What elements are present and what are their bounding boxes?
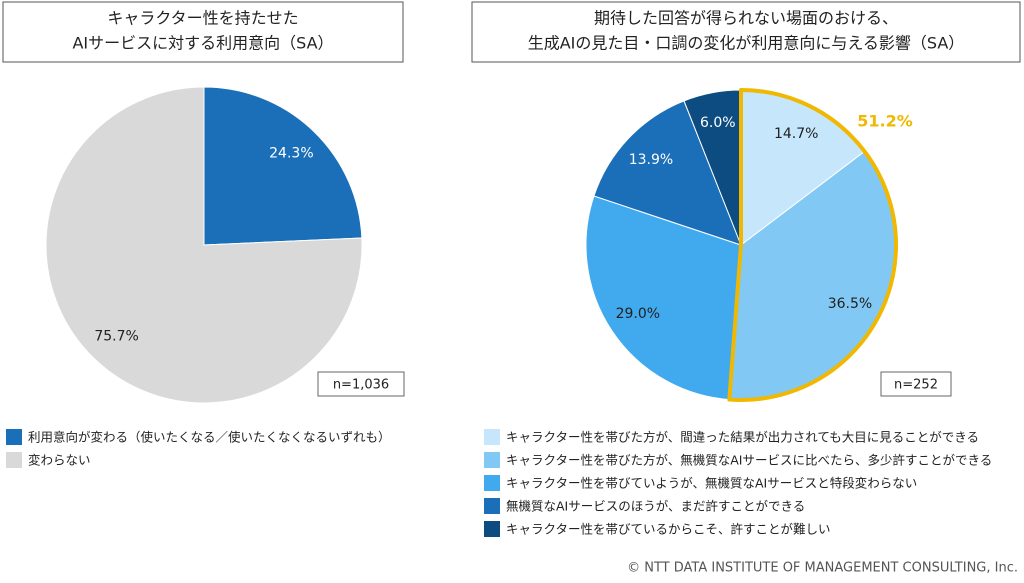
pie-slice — [203, 86, 363, 246]
sample-size: n=252 — [894, 378, 938, 393]
title-box — [471, 1, 1021, 63]
pie-slice — [585, 195, 742, 401]
data-label: 6.0% — [700, 115, 736, 131]
legend-swatch — [6, 452, 22, 468]
legend-label: 利用意向が変わる（使いたくなる／使いたくなくなるいずれも） — [28, 430, 391, 445]
legend-label: キャラクター性を帯びていようが、無機質なAIサービスと特段変わらない — [506, 476, 917, 491]
legend-label: キャラクター性を帯びているからこそ、許すことが難しい — [506, 522, 831, 537]
data-label: 24.3% — [269, 146, 313, 162]
data-label: 29.0% — [616, 306, 660, 322]
note-box — [317, 371, 405, 397]
chart-title: 生成AIの見た目・口調の変化が利用意向に与える影響（SA） — [528, 34, 965, 53]
legend-swatch — [484, 475, 500, 491]
legend-swatch — [484, 452, 500, 468]
highlight-outline — [727, 88, 898, 402]
sample-size: n=1,036 — [333, 378, 389, 393]
highlight-label: 51.2% — [857, 112, 913, 131]
chart-title: 期待した回答が得られない場面のおける、 — [594, 9, 898, 28]
chart-title: AIサービスに対する利用意向（SA） — [72, 34, 333, 53]
data-label: 75.7% — [94, 328, 138, 344]
legend-label: キャラクター性を帯びた方が、無機質なAIサービスに比べたら、多少許すことができる — [506, 453, 992, 468]
legend-swatch — [6, 429, 22, 445]
footer: © NTT DATA INSTITUTE OF MANAGEMENT CONSU… — [627, 561, 1018, 576]
legend-label: 無機質なAIサービスのほうが、まだ許すことができる — [506, 499, 805, 514]
legend-swatch — [484, 521, 500, 537]
pie-slice — [593, 100, 742, 246]
pie-slice — [45, 86, 363, 404]
data-label: 14.7% — [774, 126, 818, 142]
note-box — [880, 371, 952, 397]
title-box — [2, 1, 404, 63]
legend-label: キャラクター性を帯びた方が、間違った結果が出力されても大目に見ることができる — [506, 430, 979, 445]
legend-swatch — [484, 498, 500, 514]
data-label: 13.9% — [629, 152, 673, 168]
data-label: 36.5% — [828, 296, 872, 312]
legend-swatch — [484, 429, 500, 445]
legend-label: 変わらない — [28, 453, 91, 468]
chart-title: キャラクター性を持たせた — [107, 9, 298, 28]
